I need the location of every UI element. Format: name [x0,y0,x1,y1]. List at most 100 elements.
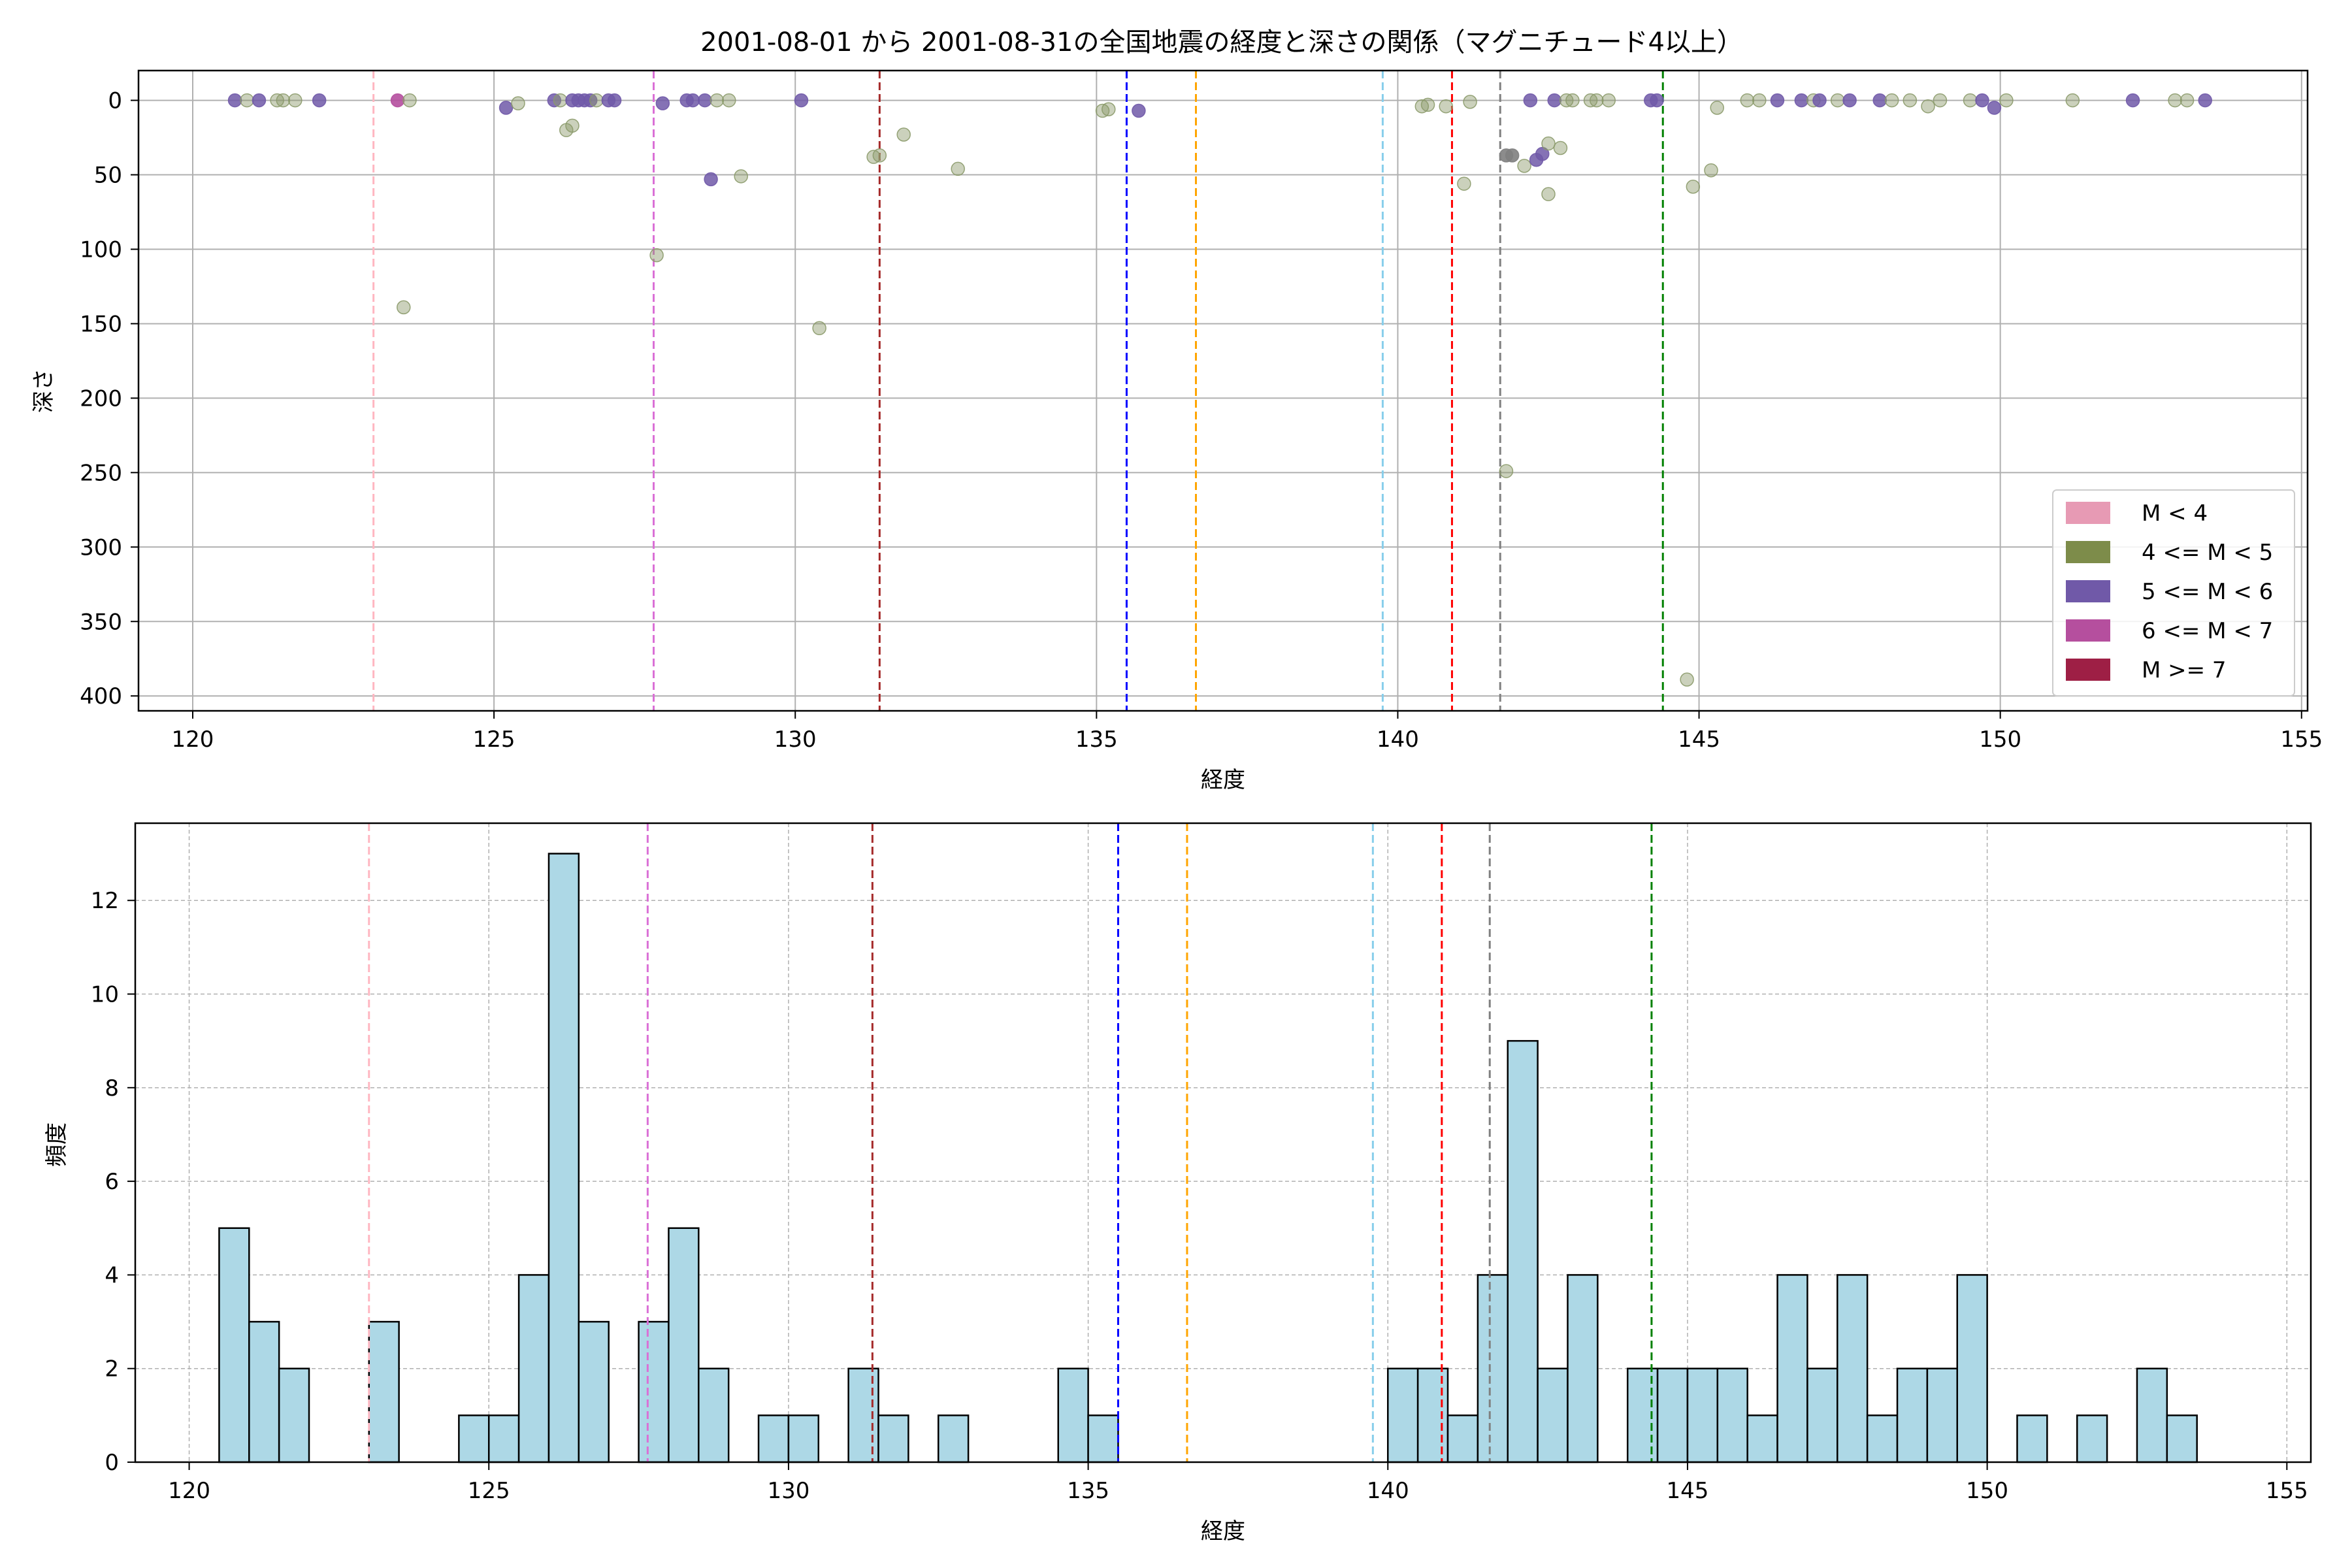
histogram-bar [1477,1274,1509,1463]
scatter-point [1752,93,1767,108]
scatter-point [872,148,887,163]
scatter-point [1710,101,1724,115]
scatter-point [553,93,568,108]
histogram-bar [1896,1367,1929,1463]
scatter-point [1499,464,1514,478]
histogram-bar [1387,1367,1419,1463]
histogram-bar [1446,1414,1479,1463]
scatter-point [227,93,242,108]
scatter-point [2065,93,2080,108]
scatter-point [2180,93,2195,108]
y-tick-label: 100 [80,237,122,263]
scatter-chart: 2001-08-01 から 2001-08-31の全国地震の経度と深さの関係（マ… [31,27,2323,793]
histogram-bar [578,1320,610,1463]
x-tick-label: 125 [468,1478,510,1504]
histogram-plot-frame [134,822,2312,1463]
histogram-bar [1926,1367,1959,1463]
legend-label: M >= 7 [2142,657,2227,683]
scatter-point [288,93,302,108]
y-tick-label: 200 [80,385,122,412]
scatter-point [1132,103,1146,118]
y-tick-label: 400 [80,683,122,710]
histogram-bar [1806,1367,1838,1463]
scatter-point [1420,97,1435,112]
legend-label: 6 <= M < 7 [2142,618,2273,644]
histogram-bar [668,1227,700,1463]
histogram-bar [1776,1274,1808,1463]
scatter-point [2198,93,2212,108]
x-tick-label: 120 [168,1478,210,1504]
scatter-point [1812,93,1827,108]
scatter-point [276,93,291,108]
histogram-bar [2136,1367,2168,1463]
legend-swatch [2066,541,2110,563]
x-tick-label: 155 [2266,1478,2308,1504]
chart-title: 2001-08-01 から 2001-08-31の全国地震の経度と深さの関係（マ… [700,27,1743,57]
scatter-point [1517,159,1531,173]
y-tick-label: 50 [94,163,122,189]
histogram-bar [1507,1039,1539,1463]
histogram-bar [1686,1367,1719,1463]
y-tick-label: 6 [105,1169,119,1195]
histogram-bar [1866,1414,1899,1463]
scatter-point [607,93,622,108]
scatter-point [734,169,748,184]
scatter-point [722,93,736,108]
y-tick-label: 0 [105,1450,119,1476]
histogram-bar [368,1320,400,1463]
y-tick-label: 150 [80,311,122,337]
histogram-y-axis-label: 頻度 [44,1122,70,1167]
histogram-bar [248,1320,280,1463]
scatter-point [565,118,580,133]
histogram-bar [1416,1367,1449,1463]
scatter-point [1463,95,1477,109]
histogram-bar [1057,1367,1089,1463]
scatter-points [227,93,2212,687]
histogram-bar [1837,1274,1869,1463]
scatter-point [547,93,562,108]
scatter-point [1565,93,1580,108]
histogram-bar [218,1227,250,1463]
scatter-point [1903,93,1918,108]
scatter-point [1999,93,2014,108]
legend-label: 4 <= M < 5 [2142,540,2273,566]
scatter-point [270,93,284,108]
histogram-reference-lines [368,823,1653,1462]
histogram-x-ticks: 120 125 130 135 140 145 150 155 [168,1462,2308,1504]
scatter-x-axis-label: 経度 [1201,767,1245,793]
scatter-point [698,93,712,108]
scatter-point [649,248,664,263]
histogram-bar [547,853,580,1463]
histogram-bar [1746,1414,1778,1463]
scatter-point [704,172,718,187]
x-tick-label: 150 [1966,1478,2008,1504]
legend: M < 4 4 <= M < 5 5 <= M < 6 6 <= M < 7 M >= … [2052,489,2295,696]
scatter-point [1102,102,1116,117]
scatter-point [252,93,267,108]
histogram-bar [1626,1367,1659,1463]
scatter-x-ticks: 120 125 130 135 140 145 150 155 [172,711,2323,753]
scatter-point [1541,187,1556,201]
y-tick-label: 300 [80,534,122,561]
scatter-plot-frame [137,69,2309,712]
scatter-point [794,93,809,108]
histogram-bar [1956,1274,1988,1463]
scatter-point [1541,136,1556,151]
scatter-point [1553,140,1568,155]
histogram-bar [1716,1367,1748,1463]
scatter-point [583,93,598,108]
scatter-point [1601,93,1616,108]
histogram-bar [847,1367,879,1463]
histogram-bar [458,1414,490,1463]
scatter-reference-lines [372,71,1664,711]
histogram-bar [1087,1414,1119,1463]
y-tick-label: 350 [80,609,122,635]
scatter-point [1559,93,1574,108]
scatter-point [1590,93,1604,108]
histogram-bar [2016,1414,2048,1463]
legend-frame [2052,489,2295,696]
y-tick-label: 8 [105,1075,119,1102]
legend-swatch [2066,502,2110,524]
legend-label: 5 <= M < 6 [2142,579,2273,605]
